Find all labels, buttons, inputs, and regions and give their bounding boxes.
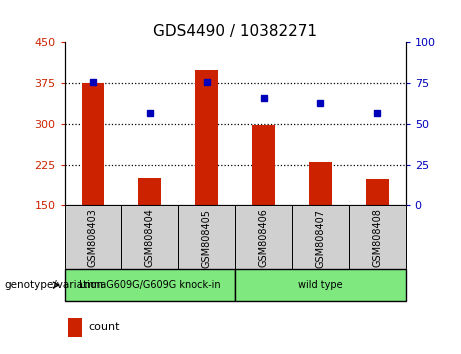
Text: LmnaG609G/G609G knock-in: LmnaG609G/G609G knock-in — [79, 280, 221, 290]
Bar — [252, 125, 275, 205]
Text: GSM808403: GSM808403 — [88, 209, 98, 267]
Bar — [349, 205, 406, 269]
Bar — [138, 178, 161, 205]
Text: genotype/variation: genotype/variation — [5, 280, 104, 290]
Bar — [235, 205, 292, 269]
Text: GSM808406: GSM808406 — [259, 209, 269, 267]
Text: GSM808407: GSM808407 — [315, 209, 325, 268]
Bar — [195, 70, 218, 205]
Bar — [68, 318, 82, 337]
Text: GSM808405: GSM808405 — [201, 209, 212, 268]
Bar — [121, 205, 178, 269]
Bar — [178, 205, 235, 269]
Bar — [235, 269, 406, 301]
Bar — [65, 205, 121, 269]
Text: count: count — [89, 322, 120, 332]
Bar — [82, 83, 104, 205]
Bar — [309, 162, 332, 205]
Bar — [366, 179, 389, 205]
Title: GDS4490 / 10382271: GDS4490 / 10382271 — [153, 23, 317, 39]
Text: wild type: wild type — [298, 280, 343, 290]
Text: GSM808408: GSM808408 — [372, 209, 382, 267]
Text: GSM808404: GSM808404 — [145, 209, 155, 267]
Bar — [65, 269, 235, 301]
Bar — [292, 205, 349, 269]
